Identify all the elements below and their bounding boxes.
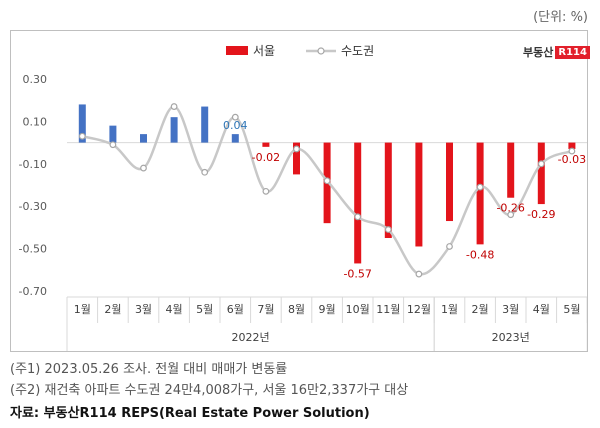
legend-swatch-bar — [226, 46, 248, 55]
bar — [384, 142, 392, 238]
line-marker — [109, 141, 117, 149]
x-tick-label: 11월 — [376, 303, 400, 316]
y-tick-label: -0.70 — [19, 285, 47, 298]
chart-svg: 0.30 0.10 -0.10 -0.30 -0.50 -0.70 0.04 -0.02 -0.… — [19, 44, 587, 351]
unit-label: (단위: %) — [533, 10, 588, 25]
x-tick-label: 9월 — [319, 303, 336, 316]
bar — [109, 125, 117, 143]
bar — [415, 142, 423, 247]
group-label: 2022년 — [232, 331, 270, 344]
bar — [507, 142, 515, 198]
bar — [231, 134, 239, 143]
line-marker — [262, 187, 270, 195]
x-tick-label: 2월 — [472, 303, 489, 316]
data-label: -0.02 — [252, 151, 280, 164]
line-marker — [354, 213, 362, 221]
x-tick-label: 3월 — [135, 303, 152, 316]
bar — [201, 106, 209, 143]
note-2: (주2) 재건축 아파트 수도권 24만4,008가구, 서울 16만2,337… — [10, 383, 409, 398]
y-tick-label: -0.30 — [19, 200, 47, 213]
line-marker — [170, 103, 178, 110]
brand-logo: 부동산 R114 — [523, 43, 590, 61]
line-marker — [568, 147, 576, 155]
x-tick-label: 3월 — [502, 303, 519, 316]
bar — [446, 142, 453, 222]
data-label: 0.04 — [223, 119, 248, 132]
y-tick-label: 0.10 — [23, 115, 48, 128]
x-tick-label: 8월 — [288, 303, 305, 316]
x-tick-label: 6월 — [227, 303, 244, 316]
x-tick-label: 1월 — [441, 303, 458, 316]
bar — [140, 134, 147, 143]
data-label: -0.29 — [527, 208, 555, 221]
line-marker — [323, 177, 331, 185]
legend-swatch-marker — [317, 47, 325, 55]
chart-frame: 0.30 0.10 -0.10 -0.30 -0.50 -0.70 0.04 -0.02 -0.… — [10, 30, 588, 352]
line-marker — [476, 183, 484, 191]
bar — [170, 117, 178, 143]
line-marker — [201, 168, 209, 176]
y-tick-label: 0.30 — [23, 73, 48, 86]
data-label: -0.26 — [496, 202, 524, 215]
data-label: -0.03 — [558, 153, 586, 166]
bar — [568, 142, 576, 149]
logo-badge: R114 — [555, 45, 590, 59]
data-label: -0.57 — [343, 267, 371, 280]
y-tick-label: -0.10 — [19, 158, 47, 171]
data-label: -0.48 — [466, 248, 494, 261]
bar — [476, 142, 484, 245]
group-label: 2023년 — [492, 331, 530, 344]
line-marker — [293, 145, 300, 153]
line-marker — [231, 113, 239, 121]
x-tick-label: 4월 — [166, 303, 183, 316]
x-tick-label: 10월 — [346, 303, 370, 316]
bar — [537, 142, 545, 205]
bar — [293, 142, 300, 175]
x-tick-label: 4월 — [533, 303, 550, 316]
y-tick-label: -0.50 — [19, 243, 47, 256]
line-marker — [140, 164, 147, 172]
x-tick-label: 5월 — [196, 303, 213, 316]
line-marker — [78, 132, 86, 140]
line-marker — [537, 160, 545, 168]
x-tick-label: 7월 — [257, 303, 274, 316]
line-marker — [384, 226, 392, 233]
x-tick-label: 5월 — [563, 303, 580, 316]
bar — [262, 142, 270, 147]
line-marker — [415, 270, 423, 278]
x-tick-label: 1월 — [74, 303, 91, 316]
legend-label: 서울 — [253, 44, 275, 58]
line-marker — [446, 243, 453, 250]
source-text: 자료: 부동산R114 REPS(Real Estate Power Solut… — [10, 406, 370, 421]
note-1: (주1) 2023.05.26 조사. 전월 대비 매매가 변동률 — [10, 362, 288, 377]
logo-text: 부동산 — [523, 46, 554, 59]
x-tick-label: 12월 — [407, 303, 431, 316]
line-marker — [507, 211, 515, 219]
x-tick-label: 2월 — [104, 303, 121, 316]
bar — [354, 142, 362, 264]
bar — [78, 104, 86, 143]
legend-label: 수도권 — [341, 44, 374, 58]
